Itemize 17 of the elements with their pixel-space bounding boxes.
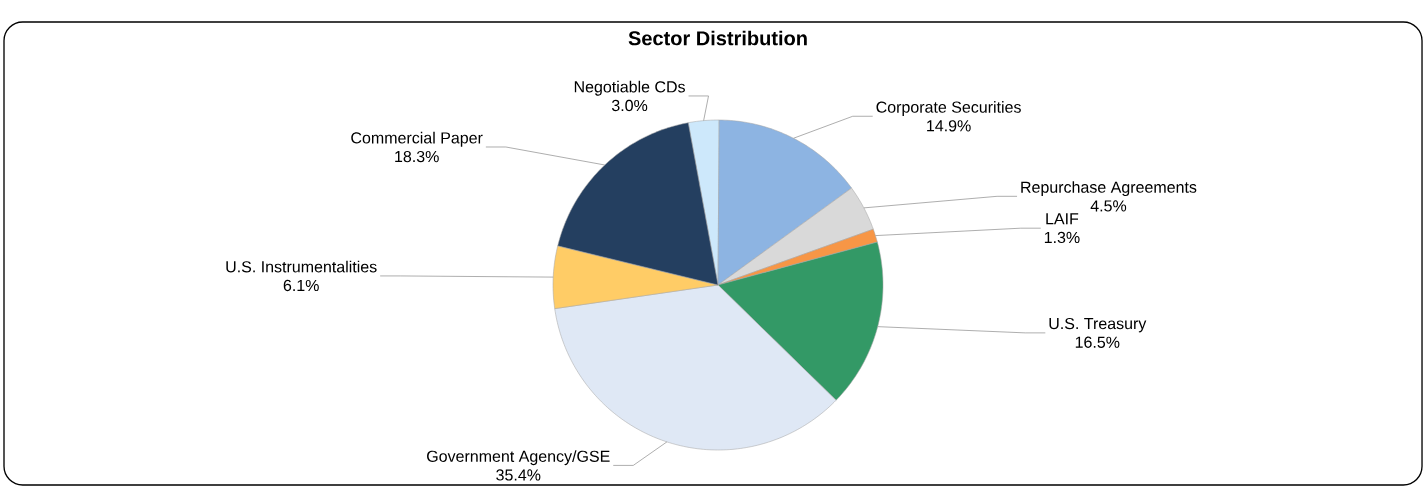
data-label: 6.1%	[283, 279, 319, 292]
chart-title: Sector Distribution	[628, 30, 807, 46]
data-label: 18.3%	[395, 150, 439, 163]
data-label: 3.0%	[611, 99, 648, 112]
data-label: 14.9%	[927, 120, 971, 132]
slice-label: LAIF	[1046, 213, 1079, 225]
slice-label: U.S. Instrumentalities	[226, 260, 377, 273]
slice-label: Commercial Paper	[351, 131, 483, 147]
slice-label: Negotiable CDs	[574, 80, 685, 96]
slice-label: Government Agency/GSE	[427, 450, 610, 466]
slice-label: Repurchase Agreements	[1021, 181, 1197, 197]
data-label: 1.3%	[1044, 231, 1080, 244]
slice-label: U.S. Treasury	[1049, 317, 1147, 333]
slice-label: Corporate Securities	[876, 101, 1021, 116]
data-label: 4.5%	[1090, 200, 1127, 212]
data-label: 35.4%	[496, 469, 541, 481]
data-label: 16.5%	[1075, 336, 1120, 348]
